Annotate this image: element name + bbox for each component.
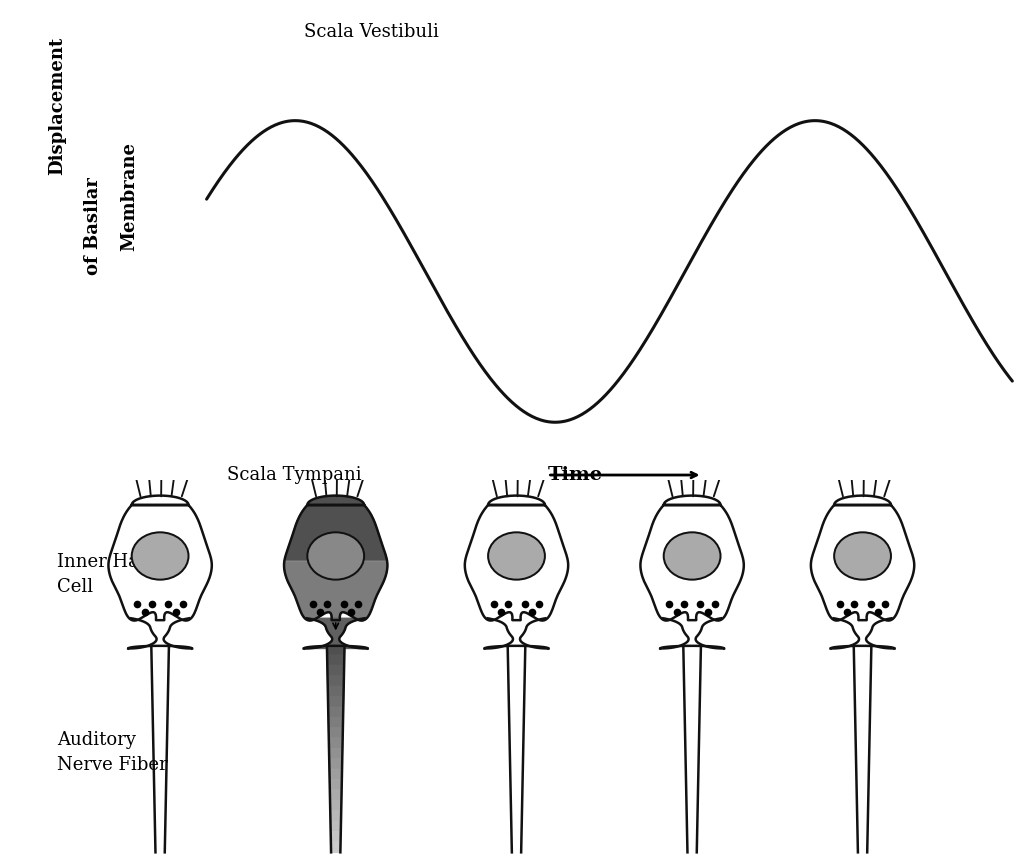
Ellipse shape xyxy=(308,532,365,580)
Polygon shape xyxy=(327,666,344,676)
Text: Scala Tympani: Scala Tympani xyxy=(227,466,362,484)
Ellipse shape xyxy=(835,532,891,580)
Polygon shape xyxy=(330,759,342,770)
Polygon shape xyxy=(327,647,345,656)
Polygon shape xyxy=(331,821,341,831)
Polygon shape xyxy=(331,811,341,821)
Polygon shape xyxy=(328,717,343,728)
Polygon shape xyxy=(330,780,342,790)
Polygon shape xyxy=(853,647,872,852)
Polygon shape xyxy=(327,676,344,686)
Polygon shape xyxy=(465,496,568,620)
Polygon shape xyxy=(328,738,343,748)
Polygon shape xyxy=(640,496,744,620)
Polygon shape xyxy=(484,619,549,649)
Polygon shape xyxy=(660,619,724,649)
Text: Auditory
Nerve Fiber: Auditory Nerve Fiber xyxy=(57,731,167,774)
Polygon shape xyxy=(327,656,344,666)
Polygon shape xyxy=(508,647,526,852)
Polygon shape xyxy=(284,561,387,620)
Polygon shape xyxy=(331,831,341,842)
Polygon shape xyxy=(328,707,343,717)
Polygon shape xyxy=(328,748,343,759)
Polygon shape xyxy=(330,770,342,780)
Polygon shape xyxy=(152,647,169,852)
Polygon shape xyxy=(684,647,701,852)
Ellipse shape xyxy=(664,532,721,580)
Polygon shape xyxy=(831,619,895,649)
Polygon shape xyxy=(128,619,192,649)
Polygon shape xyxy=(327,686,344,697)
Text: of Basilar: of Basilar xyxy=(84,178,102,275)
Polygon shape xyxy=(284,496,387,620)
Text: Displacement: Displacement xyxy=(48,36,66,175)
Text: Time: Time xyxy=(547,466,602,484)
Polygon shape xyxy=(330,801,342,811)
Polygon shape xyxy=(108,496,212,620)
Polygon shape xyxy=(304,619,368,649)
Ellipse shape xyxy=(488,532,545,580)
Ellipse shape xyxy=(132,532,189,580)
Polygon shape xyxy=(328,728,343,738)
Polygon shape xyxy=(330,790,342,801)
Polygon shape xyxy=(331,842,341,852)
Text: Membrane: Membrane xyxy=(120,142,138,251)
Text: Inner Hair
Cell: Inner Hair Cell xyxy=(57,553,153,596)
Polygon shape xyxy=(811,496,914,620)
Text: Scala Vestibuli: Scala Vestibuli xyxy=(305,22,439,40)
Polygon shape xyxy=(327,697,344,707)
